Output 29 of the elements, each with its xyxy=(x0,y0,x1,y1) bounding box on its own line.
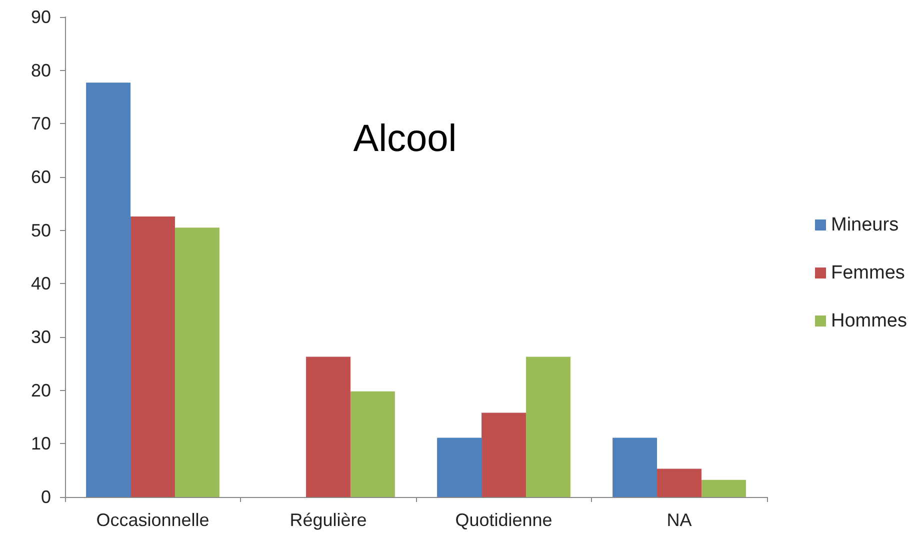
bar xyxy=(306,356,350,497)
y-tick-label: 40 xyxy=(30,274,51,294)
y-tick-label: 70 xyxy=(30,114,51,134)
y-tick-label: 20 xyxy=(30,380,51,400)
x-tick-label: Quotidienne xyxy=(455,510,552,530)
bar xyxy=(526,356,570,497)
bar xyxy=(657,468,702,497)
bar xyxy=(612,438,658,497)
legend-label: Hommes xyxy=(830,310,908,332)
y-tick-label: 0 xyxy=(40,487,51,507)
y-tick-label: 10 xyxy=(30,434,51,454)
x-tick-label: NA xyxy=(666,510,692,530)
bar xyxy=(350,391,395,497)
bar xyxy=(701,480,746,497)
legend-label: Mineurs xyxy=(830,214,899,236)
bar xyxy=(174,228,220,497)
y-tick-label: 80 xyxy=(30,60,51,80)
y-tick-label: 90 xyxy=(30,7,51,27)
text: Alcool xyxy=(353,118,457,160)
y-tick-label: 30 xyxy=(30,327,51,347)
bar xyxy=(482,412,526,497)
bar xyxy=(86,82,131,497)
x-tick-label: Occasionnelle xyxy=(96,510,210,530)
y-tick-label: 50 xyxy=(30,220,51,240)
x-tick-label: Régulière xyxy=(290,510,367,530)
y-tick-label: 60 xyxy=(30,167,51,187)
legend-label: Femmes xyxy=(830,262,905,284)
bar xyxy=(130,216,175,497)
bar xyxy=(437,438,482,497)
